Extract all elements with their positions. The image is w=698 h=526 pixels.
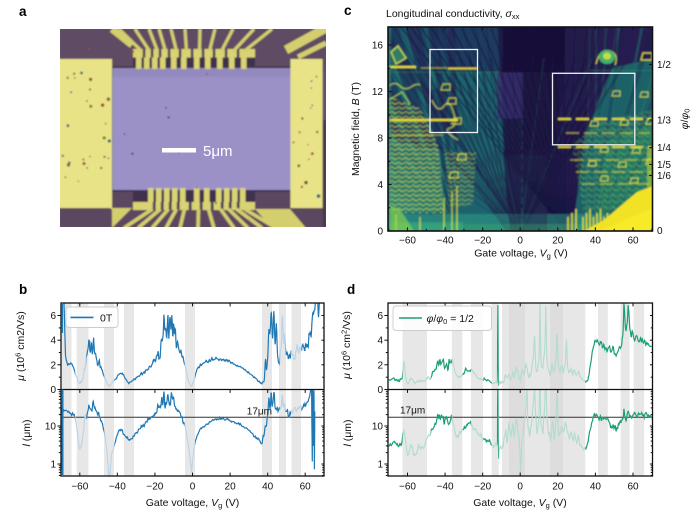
svg-text:2: 2 bbox=[377, 360, 383, 371]
svg-text:1: 1 bbox=[377, 460, 383, 471]
svg-text:8: 8 bbox=[377, 134, 383, 145]
svg-text:4: 4 bbox=[50, 336, 56, 347]
svg-text:0: 0 bbox=[657, 226, 663, 237]
svg-text:−40: −40 bbox=[109, 482, 126, 493]
svg-text:0: 0 bbox=[517, 236, 523, 247]
svg-text:20: 20 bbox=[552, 482, 564, 493]
svg-text:Gate voltage, Vg (V): Gate voltage, Vg (V) bbox=[474, 248, 567, 261]
svg-text:5μm: 5μm bbox=[203, 143, 232, 160]
svg-text:Magnetic field, B (T): Magnetic field, B (T) bbox=[350, 82, 362, 176]
svg-text:0: 0 bbox=[50, 385, 56, 396]
svg-text:4: 4 bbox=[377, 180, 383, 191]
svg-text:60: 60 bbox=[627, 482, 639, 493]
svg-text:1: 1 bbox=[50, 460, 56, 471]
svg-text:Gate voltage, Vg (V): Gate voltage, Vg (V) bbox=[146, 497, 239, 510]
svg-text:−60: −60 bbox=[399, 482, 416, 493]
svg-text:17μm: 17μm bbox=[247, 406, 272, 417]
svg-text:20: 20 bbox=[552, 236, 564, 247]
svg-text:0: 0 bbox=[517, 482, 523, 493]
svg-text:μ (106 cm2/Vs): μ (106 cm2/Vs) bbox=[14, 311, 28, 381]
svg-text:40: 40 bbox=[262, 482, 274, 493]
svg-text:20: 20 bbox=[225, 482, 237, 493]
svg-text:10: 10 bbox=[45, 422, 57, 433]
svg-text:6: 6 bbox=[377, 311, 383, 322]
svg-text:0T: 0T bbox=[100, 312, 113, 324]
svg-text:60: 60 bbox=[627, 236, 639, 247]
svg-text:−20: −20 bbox=[474, 236, 491, 247]
svg-text:0: 0 bbox=[190, 482, 196, 493]
svg-text:l (μm): l (μm) bbox=[342, 419, 354, 446]
svg-text:−60: −60 bbox=[399, 236, 416, 247]
svg-text:1/6: 1/6 bbox=[657, 171, 671, 182]
svg-text:6: 6 bbox=[50, 311, 56, 322]
svg-text:1/4: 1/4 bbox=[657, 143, 671, 154]
svg-text:c: c bbox=[344, 3, 352, 18]
svg-text:4: 4 bbox=[377, 336, 383, 347]
svg-text:−60: −60 bbox=[71, 482, 88, 493]
svg-text:12: 12 bbox=[372, 87, 384, 98]
svg-text:−40: −40 bbox=[437, 236, 454, 247]
svg-text:b: b bbox=[19, 282, 27, 297]
svg-text:−20: −20 bbox=[146, 482, 163, 493]
svg-text:Longitudinal conductivity, σxx: Longitudinal conductivity, σxx bbox=[386, 8, 520, 21]
svg-text:a: a bbox=[19, 4, 27, 19]
svg-text:1/5: 1/5 bbox=[657, 160, 671, 171]
svg-text:d: d bbox=[347, 282, 355, 297]
svg-text:60: 60 bbox=[300, 482, 312, 493]
svg-text:Gate voltage, Vg (V): Gate voltage, Vg (V) bbox=[473, 497, 566, 510]
svg-text:l (μm): l (μm) bbox=[21, 419, 33, 446]
svg-text:40: 40 bbox=[590, 236, 602, 247]
svg-text:40: 40 bbox=[590, 482, 602, 493]
svg-text:μ (106 cm2/Vs): μ (106 cm2/Vs) bbox=[340, 311, 354, 380]
svg-text:φ/φ0 = 1/2: φ/φ0 = 1/2 bbox=[427, 313, 475, 326]
svg-text:10: 10 bbox=[372, 422, 384, 433]
svg-text:−40: −40 bbox=[437, 482, 454, 493]
svg-text:1/3: 1/3 bbox=[657, 116, 671, 127]
svg-text:−20: −20 bbox=[474, 482, 491, 493]
svg-text:16: 16 bbox=[372, 41, 384, 52]
svg-text:0: 0 bbox=[377, 227, 383, 238]
svg-text:17μm: 17μm bbox=[400, 405, 425, 416]
svg-text:0: 0 bbox=[377, 385, 383, 396]
svg-text:φ/φ0: φ/φ0 bbox=[679, 109, 692, 130]
svg-text:1/2: 1/2 bbox=[657, 60, 671, 71]
svg-text:2: 2 bbox=[50, 360, 56, 371]
